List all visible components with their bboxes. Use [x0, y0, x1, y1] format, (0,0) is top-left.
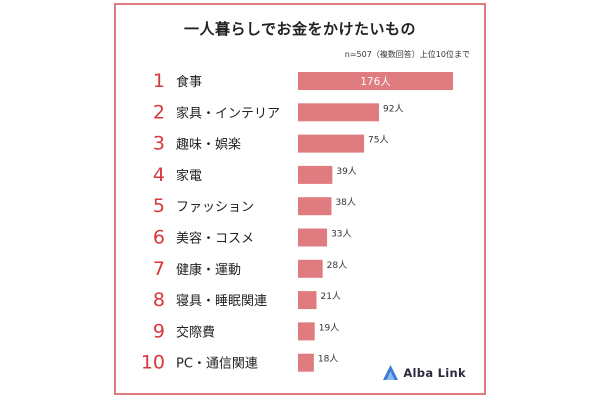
- category-label: 寝具・睡眠関連: [176, 293, 267, 309]
- rank-label: 10: [141, 352, 165, 374]
- bar: [298, 103, 380, 122]
- category-label: 健康・運動: [176, 262, 241, 278]
- value-label: 21人: [320, 291, 340, 302]
- rank-label: 7: [153, 258, 165, 280]
- rank-label: 4: [153, 164, 165, 186]
- value-label: 38人: [335, 197, 355, 208]
- alba-link-logo-icon: [383, 365, 399, 380]
- category-label: 美容・コスメ: [176, 231, 254, 247]
- brand-logo: Alba Link: [382, 364, 466, 381]
- value-label: 75人: [368, 135, 388, 146]
- rank-label: 6: [153, 227, 165, 249]
- bar: [298, 322, 315, 341]
- value-label: 33人: [331, 229, 351, 240]
- chart-title: 一人暮らしでお金をかけたいもの: [183, 20, 417, 38]
- bar-chart: 1 食事 176人 2 家具・インテリア 92人 3 趣味・娯楽 75人 4 家電 39人 5 ファッショ…: [141, 70, 453, 374]
- value-label: 92人: [383, 103, 403, 114]
- value-label: 28人: [327, 260, 347, 271]
- rank-label: 3: [153, 133, 165, 155]
- bar: [298, 291, 317, 310]
- value-label: 176人: [360, 76, 391, 88]
- brand-name: Alba Link: [403, 365, 466, 380]
- category-label: 家具・インテリア: [176, 105, 280, 121]
- value-label: 39人: [336, 166, 356, 177]
- chart-card: 一人暮らしでお金をかけたいもの n=507（複数回答）上位10位まで 1 食事 17…: [114, 3, 486, 395]
- sample-note: n=507（複数回答）上位10位まで: [344, 50, 470, 59]
- bar: [298, 134, 365, 153]
- rank-label: 8: [153, 289, 165, 311]
- category-label: 交際費: [176, 324, 215, 340]
- value-label: 18人: [318, 354, 338, 365]
- category-label: 趣味・娯楽: [176, 137, 241, 153]
- bar: [298, 197, 332, 216]
- rank-label: 2: [153, 101, 165, 123]
- category-label: ファッション: [176, 200, 254, 215]
- bar: [298, 72, 453, 90]
- bar: [298, 165, 333, 184]
- rank-label: 5: [153, 195, 165, 217]
- rank-label: 1: [153, 70, 165, 92]
- category-label: 食事: [176, 74, 202, 90]
- category-label: PC・通信関連: [176, 357, 258, 372]
- value-label: 19人: [319, 322, 339, 333]
- rank-label: 9: [153, 320, 165, 342]
- category-label: 家電: [176, 168, 202, 184]
- bar: [298, 353, 314, 372]
- bar: [298, 228, 328, 247]
- bar: [298, 259, 323, 278]
